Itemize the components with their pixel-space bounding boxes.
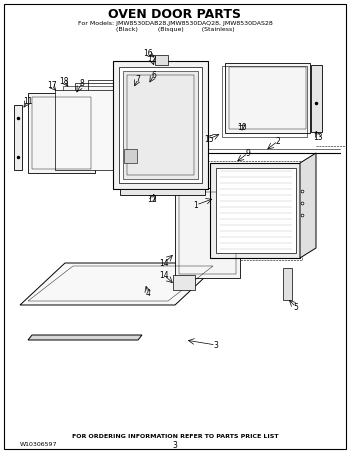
Polygon shape xyxy=(311,65,322,132)
Polygon shape xyxy=(119,67,202,183)
Text: 15: 15 xyxy=(204,135,214,144)
Text: 11: 11 xyxy=(23,96,33,106)
Text: 2: 2 xyxy=(276,136,280,145)
Polygon shape xyxy=(120,189,205,195)
Text: 17: 17 xyxy=(47,82,57,91)
Polygon shape xyxy=(225,63,310,133)
Text: 9: 9 xyxy=(246,149,251,158)
Text: 12: 12 xyxy=(147,196,157,204)
Text: 13: 13 xyxy=(313,132,323,141)
Text: (Black)          (Bisque)         (Stainless): (Black) (Bisque) (Stainless) xyxy=(116,26,234,32)
Polygon shape xyxy=(210,163,300,258)
Text: 4: 4 xyxy=(146,289,150,298)
Text: 10: 10 xyxy=(237,122,247,131)
Text: 7: 7 xyxy=(135,74,140,83)
Polygon shape xyxy=(124,149,137,163)
Text: For Models: JMW8530DAB28,JMW8530DAQ28, JMW8530DAS28: For Models: JMW8530DAB28,JMW8530DAQ28, J… xyxy=(78,20,272,25)
Polygon shape xyxy=(283,268,292,300)
Text: OVEN DOOR PARTS: OVEN DOOR PARTS xyxy=(108,9,241,21)
Polygon shape xyxy=(28,93,95,173)
Text: 8: 8 xyxy=(80,78,84,87)
Text: 16: 16 xyxy=(143,48,153,58)
Polygon shape xyxy=(63,86,133,166)
Polygon shape xyxy=(28,335,142,340)
Text: W10306597: W10306597 xyxy=(20,443,57,448)
Text: 3: 3 xyxy=(173,440,177,449)
Polygon shape xyxy=(20,263,220,305)
Text: 5: 5 xyxy=(294,303,299,312)
Text: FOR ORDERING INFORMATION REFER TO PARTS PRICE LIST: FOR ORDERING INFORMATION REFER TO PARTS … xyxy=(72,434,278,439)
Text: 6: 6 xyxy=(152,71,156,79)
Text: 18: 18 xyxy=(59,77,69,86)
Polygon shape xyxy=(300,153,316,258)
Polygon shape xyxy=(216,168,296,253)
Polygon shape xyxy=(173,275,195,290)
Polygon shape xyxy=(55,90,125,170)
Polygon shape xyxy=(175,188,240,278)
Text: 1: 1 xyxy=(194,201,198,209)
Text: 3: 3 xyxy=(214,341,218,350)
Polygon shape xyxy=(155,55,168,65)
Polygon shape xyxy=(14,105,22,170)
Polygon shape xyxy=(113,61,208,189)
Text: 12: 12 xyxy=(147,56,157,64)
Polygon shape xyxy=(123,71,198,179)
Text: 14: 14 xyxy=(159,259,169,268)
Text: 14: 14 xyxy=(159,270,169,280)
